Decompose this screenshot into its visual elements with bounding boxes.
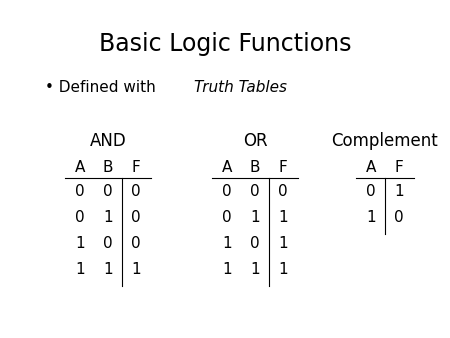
Text: B: B — [103, 160, 113, 175]
Text: A: A — [222, 160, 232, 175]
Text: 1: 1 — [394, 184, 404, 199]
Text: 1: 1 — [222, 262, 232, 277]
Text: 0: 0 — [103, 184, 113, 199]
Text: 0: 0 — [278, 184, 288, 199]
Text: A: A — [75, 160, 85, 175]
Text: 1: 1 — [250, 210, 260, 225]
Text: 1: 1 — [278, 262, 288, 277]
Text: Complement: Complement — [332, 132, 438, 150]
Text: 0: 0 — [222, 210, 232, 225]
Text: A: A — [366, 160, 376, 175]
Text: OR: OR — [243, 132, 267, 150]
Text: 0: 0 — [366, 184, 376, 199]
Text: 0: 0 — [103, 236, 113, 251]
Text: 1: 1 — [250, 262, 260, 277]
Text: 1: 1 — [75, 236, 85, 251]
Text: 0: 0 — [131, 210, 141, 225]
Text: 1: 1 — [222, 236, 232, 251]
Text: 1: 1 — [103, 262, 113, 277]
Text: F: F — [395, 160, 403, 175]
Text: F: F — [279, 160, 288, 175]
Text: • Defined with: • Defined with — [45, 80, 161, 95]
Text: 0: 0 — [222, 184, 232, 199]
Text: 0: 0 — [394, 210, 404, 225]
Text: Basic Logic Functions: Basic Logic Functions — [99, 32, 351, 56]
Text: 0: 0 — [131, 236, 141, 251]
Text: F: F — [131, 160, 140, 175]
Text: AND: AND — [90, 132, 126, 150]
Text: 1: 1 — [278, 210, 288, 225]
Text: 1: 1 — [366, 210, 376, 225]
Text: Truth Tables: Truth Tables — [194, 80, 287, 95]
Text: B: B — [250, 160, 260, 175]
Text: 0: 0 — [75, 184, 85, 199]
Text: 1: 1 — [131, 262, 141, 277]
Text: 0: 0 — [250, 236, 260, 251]
Text: 1: 1 — [103, 210, 113, 225]
Text: 0: 0 — [250, 184, 260, 199]
Text: 1: 1 — [75, 262, 85, 277]
Text: 1: 1 — [278, 236, 288, 251]
Text: 0: 0 — [75, 210, 85, 225]
Text: 0: 0 — [131, 184, 141, 199]
